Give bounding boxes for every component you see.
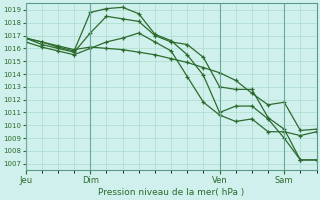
X-axis label: Pression niveau de la mer( hPa ): Pression niveau de la mer( hPa ): [98, 188, 244, 197]
